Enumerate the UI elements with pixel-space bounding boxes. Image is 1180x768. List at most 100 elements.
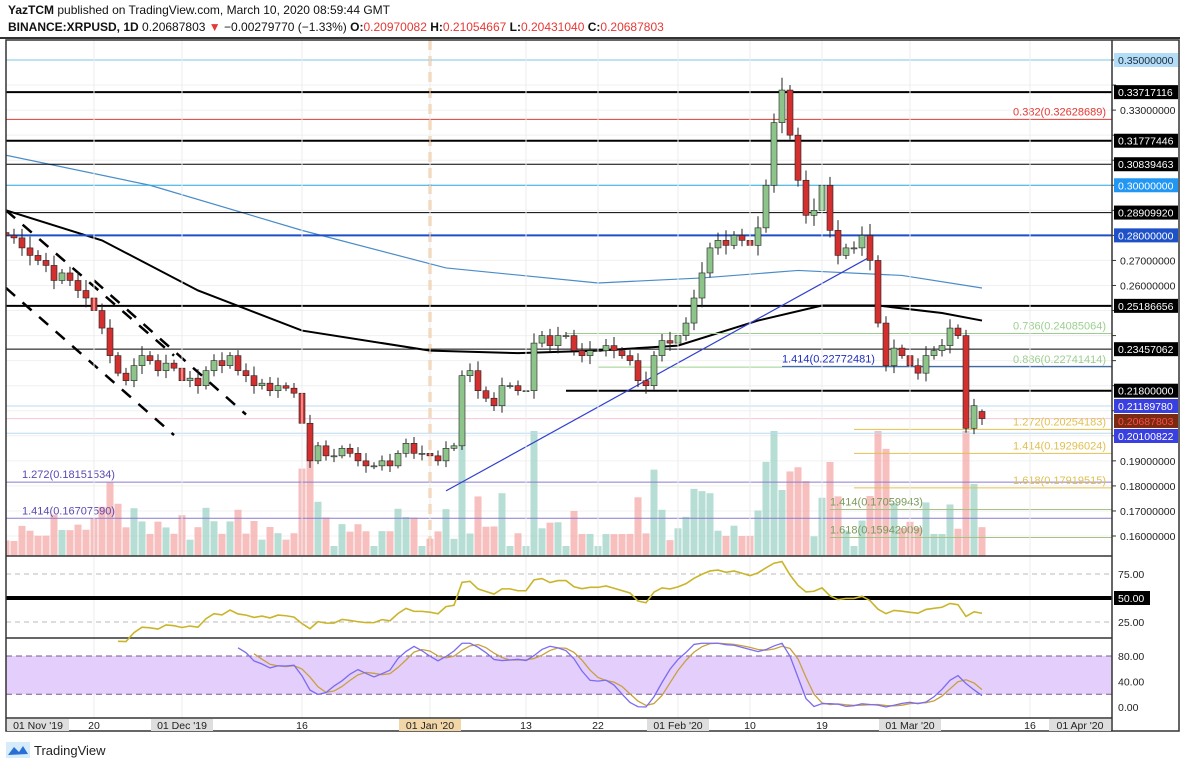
fib-level-label: 1.272(0.20254183) — [1013, 416, 1106, 428]
candle-body — [634, 360, 642, 381]
volume-bar — [554, 522, 562, 556]
time-axis-label: 01 Feb '20 — [653, 720, 702, 732]
high-label: H: — [430, 20, 443, 34]
candle-body — [858, 235, 866, 249]
candle-body — [762, 184, 770, 229]
volume-bar — [546, 522, 554, 556]
volume-bar — [562, 546, 570, 556]
candle-body — [826, 184, 834, 231]
volume-bar — [34, 535, 42, 556]
price-axis-badge — [1114, 413, 1178, 428]
candle-body — [26, 247, 34, 256]
candle-body — [498, 385, 506, 407]
tradingview-logo-icon — [6, 742, 30, 758]
candle-body — [290, 387, 298, 394]
high-value: 0.21054667 — [442, 20, 507, 34]
rsi-tick-label: 50.00 — [1118, 593, 1144, 605]
volume-bar — [738, 536, 746, 556]
price-axis-badge-label: 0.25186656 — [1118, 301, 1174, 313]
candle-body — [146, 355, 154, 361]
volume-bar — [466, 533, 474, 556]
candle-body — [98, 310, 106, 329]
candle-body — [810, 210, 818, 216]
price-tick-label: 0.18000000 — [1120, 481, 1176, 493]
volume-bar — [106, 482, 114, 556]
trendline — [93, 279, 247, 416]
candle-body — [314, 445, 322, 462]
time-axis-label: 01 Nov '19 — [13, 720, 63, 732]
volume-bar — [946, 504, 954, 556]
chart-header: YazTCM published on TradingView.com, Mar… — [8, 2, 664, 36]
volume-bar — [58, 529, 66, 556]
candle-body — [170, 362, 178, 369]
volume-bar — [346, 531, 354, 556]
price-axis-badge — [1114, 228, 1178, 243]
volume-bar — [458, 431, 466, 556]
time-axis-label: 22 — [592, 720, 604, 732]
volume-bar — [138, 521, 146, 556]
time-axis-label: 13 — [520, 720, 532, 732]
candle-body — [410, 443, 418, 454]
price-axis-badge-label: 0.33717116 — [1118, 87, 1173, 99]
candle-body — [690, 297, 698, 324]
price-axis-badge — [1114, 383, 1178, 398]
volume-bar — [314, 501, 322, 556]
volume-bar — [978, 527, 986, 556]
volume-bar — [370, 546, 378, 556]
volume-bar — [634, 497, 642, 556]
volume-bar — [282, 539, 290, 556]
volume-bar — [42, 535, 50, 556]
price-axis-badge — [1114, 342, 1178, 357]
candle-body — [258, 382, 266, 386]
candle-body — [18, 237, 26, 249]
candle-body — [242, 370, 250, 376]
volume-bar — [810, 536, 818, 556]
volume-bar — [290, 533, 298, 556]
author[interactable]: YazTCM — [8, 3, 55, 17]
chart-frame — [5, 39, 1180, 732]
volume-bar — [586, 533, 594, 556]
candle-body — [666, 340, 674, 344]
volume-bar — [970, 483, 978, 556]
stoch-k-line — [237, 642, 983, 708]
low-label: L: — [509, 20, 521, 34]
candle-body — [482, 390, 490, 399]
candle-body — [74, 280, 82, 291]
price-axis-badge-label: 0.20100822 — [1118, 431, 1174, 443]
volume-bar — [226, 521, 234, 556]
low-value: 0.20431040 — [520, 20, 585, 34]
candle-body — [6, 232, 10, 236]
volume-bar — [722, 535, 730, 556]
volume-bar — [402, 516, 410, 556]
time-axis-badge — [647, 719, 709, 731]
symbol: BINANCE:XRPUSD, 1D — [8, 20, 139, 34]
candle-body — [874, 260, 882, 324]
price-tick-label: 0.26000000 — [1120, 280, 1176, 292]
trendline — [445, 256, 871, 492]
price-axis-badge-label: 0.21189780 — [1118, 401, 1173, 413]
candle-body — [610, 345, 618, 351]
time-axis-label: 01 Mar '20 — [885, 720, 934, 732]
candle-body — [370, 465, 378, 468]
volume-bar — [330, 546, 338, 556]
candle-body — [130, 365, 138, 381]
volume-bar — [18, 525, 26, 556]
rsi-line — [117, 560, 983, 643]
volume-bar — [442, 509, 450, 556]
brand-name: TradingView — [34, 742, 106, 758]
candle-body — [946, 327, 954, 346]
volume-bar — [954, 528, 962, 556]
candle-body — [530, 342, 538, 391]
candle-body — [682, 322, 690, 336]
volume-bar — [730, 525, 738, 556]
candle-body — [250, 375, 258, 386]
candle-body — [546, 335, 554, 346]
price-axis-badge — [1114, 298, 1178, 313]
time-axis-label: 19 — [816, 720, 828, 732]
tradingview-brand[interactable]: TradingView — [6, 742, 106, 758]
candle-body — [890, 347, 898, 366]
volume-bar — [274, 533, 282, 556]
candle-body — [186, 377, 194, 381]
candle-body — [626, 355, 634, 361]
